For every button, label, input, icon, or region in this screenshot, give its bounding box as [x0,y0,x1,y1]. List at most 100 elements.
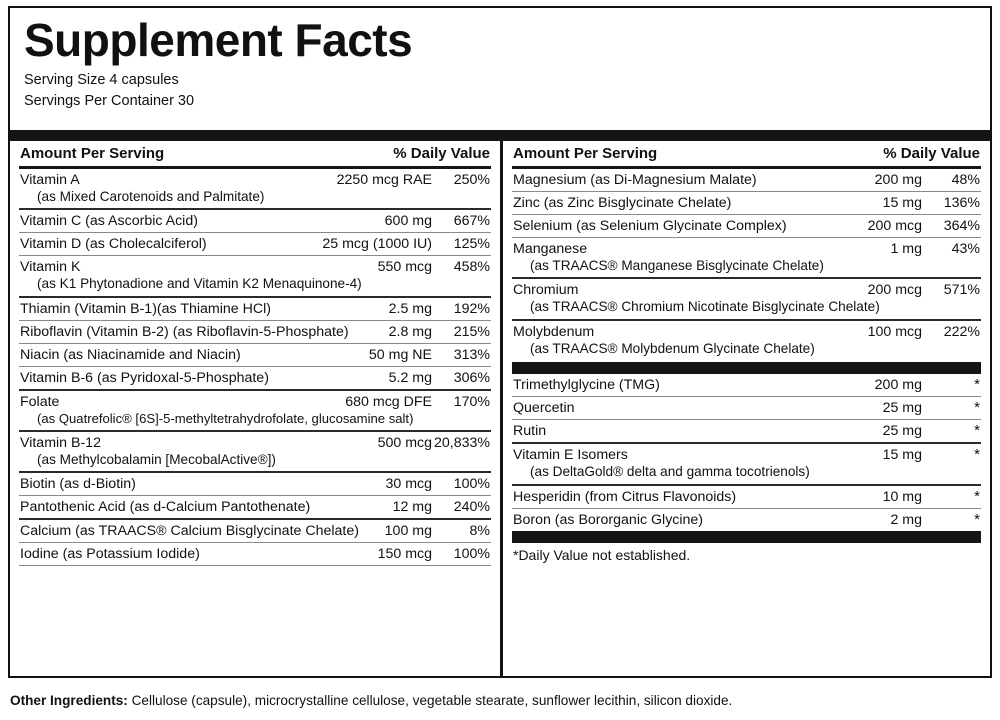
nutrient-amount: 550 mcg [377,259,432,276]
nutrient-name: Biotin (as d-Biotin) [20,475,136,492]
nutrient-source-note: (as TRAACS® Molybdenum Glycinate Chelate… [530,340,815,356]
nutrient-amount: 200 mcg [867,218,922,235]
nutrient-daily-value: 43% [951,241,980,258]
table-row: Magnesium (as Di-Magnesium Malate) 200 mg… [512,169,981,193]
nutrient-daily-value: 240% [453,498,490,515]
nutrient-amount: 10 mg [882,488,922,505]
table-row: Selenium (as Selenium Glycinate Complex)… [512,215,981,239]
nutrient-amount: 15 mg [882,195,922,212]
table-row: Rutin 25 mg * [512,420,981,445]
nutrient-daily-value: 8% [469,523,490,540]
nutrient-daily-value: 215% [453,323,490,340]
table-row: Quercetin 25 mg * [512,397,981,421]
nutrient-amount: 30 mcg [385,475,432,492]
blend-divider-bar [512,362,981,375]
nutrient-name: Thiamin (Vitamin B-1)(as Thiamine HCl) [20,300,271,317]
table-row: Folate 680 mcg DFE 170% [19,391,491,411]
table-row: Vitamin A 2250 mcg RAE 250% [19,169,491,189]
nutrient-amount: 2 mg [890,511,922,528]
nutrient-name: Vitamin A [20,172,80,188]
nutrient-amount: 600 mg [384,213,432,230]
nutrient-daily-value: 250% [453,172,490,188]
nutrient-amount: 25 mg [882,423,922,440]
nutrient-daily-value: 100% [453,546,490,563]
nutrient-daily-value: * [974,510,980,528]
nutrient-name: Quercetin [513,400,575,417]
nutrient-name: Molybdenum [513,323,595,340]
nutrient-source-note: (as TRAACS® Manganese Bisglycinate Chela… [512,258,981,280]
right-column: Amount Per Serving % Daily Value Magnesi… [500,141,990,676]
nutrient-name: Selenium (as Selenium Glycinate Complex) [513,218,787,235]
nutrient-daily-value: * [974,422,980,440]
nutrient-name: Riboflavin (Vitamin B-2) (as Riboflavin-… [20,323,349,340]
nutrient-amount: 500 mcg [377,434,432,451]
nutrient-amount: 2.8 mg [388,323,432,340]
nutrient-source-note: (as K1 Phytonadione and Vitamin K2 Menaq… [19,276,491,298]
table-row: Vitamin C (as Ascorbic Acid) 600 mg 667% [19,210,491,234]
amount-per-serving-header: Amount Per Serving [20,145,165,162]
other-ingredients-text: Cellulose (capsule), microcrystalline ce… [127,693,733,708]
nutrient-amount: 680 mcg DFE [345,393,432,410]
nutrient-source-note: (as Methylcobalamin [MecobalActive®]) [19,452,491,473]
nutrient-amount: 25 mcg (1000 IU) [322,236,432,253]
table-row: Thiamin (Vitamin B-1)(as Thiamine HCl) 2.… [19,298,491,321]
table-row: Vitamin K 550 mcg 458% [19,256,491,276]
nutrient-name: Magnesium (as Di-Magnesium Malate) [513,172,757,188]
nutrient-daily-value: 192% [453,300,490,317]
servings-per-container: Servings Per Container 30 [24,92,195,109]
nutrient-amount: 2.5 mg [388,300,432,317]
nutrient-daily-value: * [974,376,980,394]
nutrient-name: Zinc (as Zinc Bisglycinate Chelate) [513,195,732,212]
nutrient-daily-value: 125% [453,236,490,253]
table-row: Vitamin E Isomers 15 mg * [512,444,981,464]
serving-size: Serving Size 4 capsules [24,72,179,88]
table-row: Biotin (as d-Biotin) 30 mcg 100% [19,473,491,496]
nutrient-name: Vitamin K [20,259,81,276]
nutrient-name: Rutin [513,423,547,440]
nutrient-daily-value: 170% [453,393,490,410]
nutrient-source-note: (as Mixed Carotenoids and Palmitate) [19,189,491,211]
table-row: Chromium 200 mcg 571% [512,279,981,299]
daily-value-header: % Daily Value [883,145,980,162]
nutrient-name: Niacin (as Niacinamide and Niacin) [20,346,241,363]
nutrient-daily-value: 313% [453,346,490,363]
other-ingredients: Other Ingredients: Cellulose (capsule), … [10,692,990,710]
nutrient-daily-value: 20,833% [433,434,490,451]
table-row: Vitamin D (as Cholecalciferol) 25 mcg (10… [19,233,491,257]
nutrient-name: Pantothenic Acid (as d-Calcium Pantothen… [20,498,311,515]
blend-nutrient-rows: Trimethylglycine (TMG) 200 mg * Quercetin 25… [512,374,981,529]
nutrient-amount: 200 mg [874,377,922,394]
nutrient-daily-value: 48% [951,172,980,188]
nutrient-amount: 1 mg [890,241,922,258]
table-row: Boron (as Bororganic Glycine) 2 mg * [512,509,981,529]
daily-value-footnote: *Daily Value not established. [513,546,691,563]
table-row: Iodine (as Potassium Iodide) 150 mcg 100% [19,543,491,567]
table-row: Pantothenic Acid (as d-Calcium Pantothen… [19,496,491,521]
nutrient-name: Boron (as Bororganic Glycine) [513,511,704,528]
header-divider-bar [10,130,990,141]
nutrient-name: Vitamin B-12 [20,434,101,451]
table-row: Hesperidin (from Citrus Flavonoids) 10 mg… [512,486,981,509]
table-row: Trimethylglycine (TMG) 200 mg * [512,374,981,398]
footnote-divider-bar [512,530,981,543]
table-row: Molybdenum 100 mcg 222% [512,321,981,341]
nutrient-amount: 25 mg [882,400,922,417]
nutrient-daily-value: * [974,487,980,505]
nutrient-amount: 100 mcg [867,323,922,340]
nutrient-name: Vitamin D (as Cholecalciferol) [20,236,207,253]
nutrient-daily-value: * [974,399,980,417]
nutrient-name: Chromium [513,282,579,299]
nutrient-source-note: (as DeltaGold® delta and gamma tocotrien… [512,464,981,486]
nutrient-amount: 200 mcg [867,282,922,299]
serving-info: Serving Size 4 capsules Servings Per Con… [24,70,990,111]
nutrient-amount: 12 mg [392,498,432,515]
table-row: Vitamin B-12 500 mcg 20,833% [19,432,491,452]
nutrient-source-note: (as TRAACS® Chromium Nicotinate Bisglyci… [512,299,981,321]
nutrient-name: Vitamin E Isomers [513,447,628,464]
nutrient-amount: 150 mcg [377,546,432,563]
table-row: Niacin (as Niacinamide and Niacin) 50 mg … [19,344,491,367]
nutrient-source-note: (as Quatrefolic® [6S]-5-methyltetrahydro… [19,411,491,432]
nutrient-amount: 15 mg [882,447,922,464]
nutrition-columns: Amount Per Serving % Daily Value Vitamin… [10,141,990,676]
